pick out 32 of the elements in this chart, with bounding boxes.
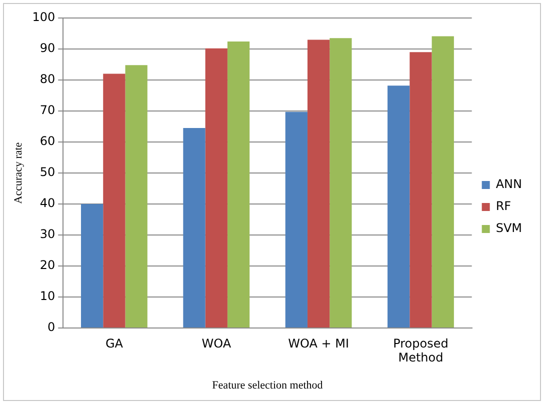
y-tick-label: 20 — [40, 258, 56, 272]
x-tick-label: GA — [105, 336, 124, 350]
y-tick-label: 50 — [40, 165, 56, 180]
bar — [103, 74, 126, 328]
bar — [125, 65, 148, 328]
y-tick-label: 30 — [40, 227, 56, 242]
y-axis-title: Accuracy rate — [12, 142, 24, 204]
y-tick-label: 80 — [40, 72, 56, 86]
bar — [205, 48, 228, 328]
y-tick-label: 10 — [40, 289, 56, 304]
bar — [410, 52, 432, 328]
bar — [183, 128, 206, 328]
y-tick-label: 70 — [40, 103, 56, 118]
bar — [432, 36, 454, 328]
x-tick-label: WOA — [202, 336, 232, 350]
legend-label: ANN — [496, 177, 522, 192]
y-tick-label: 60 — [40, 134, 56, 148]
bar — [388, 86, 410, 328]
legend-label: SVM — [496, 221, 522, 236]
bar — [227, 42, 250, 328]
bar — [285, 112, 308, 328]
x-tick-label: Proposed Method — [393, 336, 448, 365]
bar — [80, 204, 104, 328]
x-tick-label: WOA + MI — [288, 336, 349, 350]
y-tick-label: 0 — [47, 320, 56, 334]
bar — [330, 38, 352, 328]
legend-label: RF — [496, 199, 512, 214]
x-axis-title: Feature selection method — [212, 379, 324, 392]
bar — [307, 40, 330, 328]
y-tick-label: 90 — [40, 41, 56, 56]
y-tick-label: 40 — [40, 196, 56, 210]
y-tick-label: 100 — [32, 10, 56, 24]
